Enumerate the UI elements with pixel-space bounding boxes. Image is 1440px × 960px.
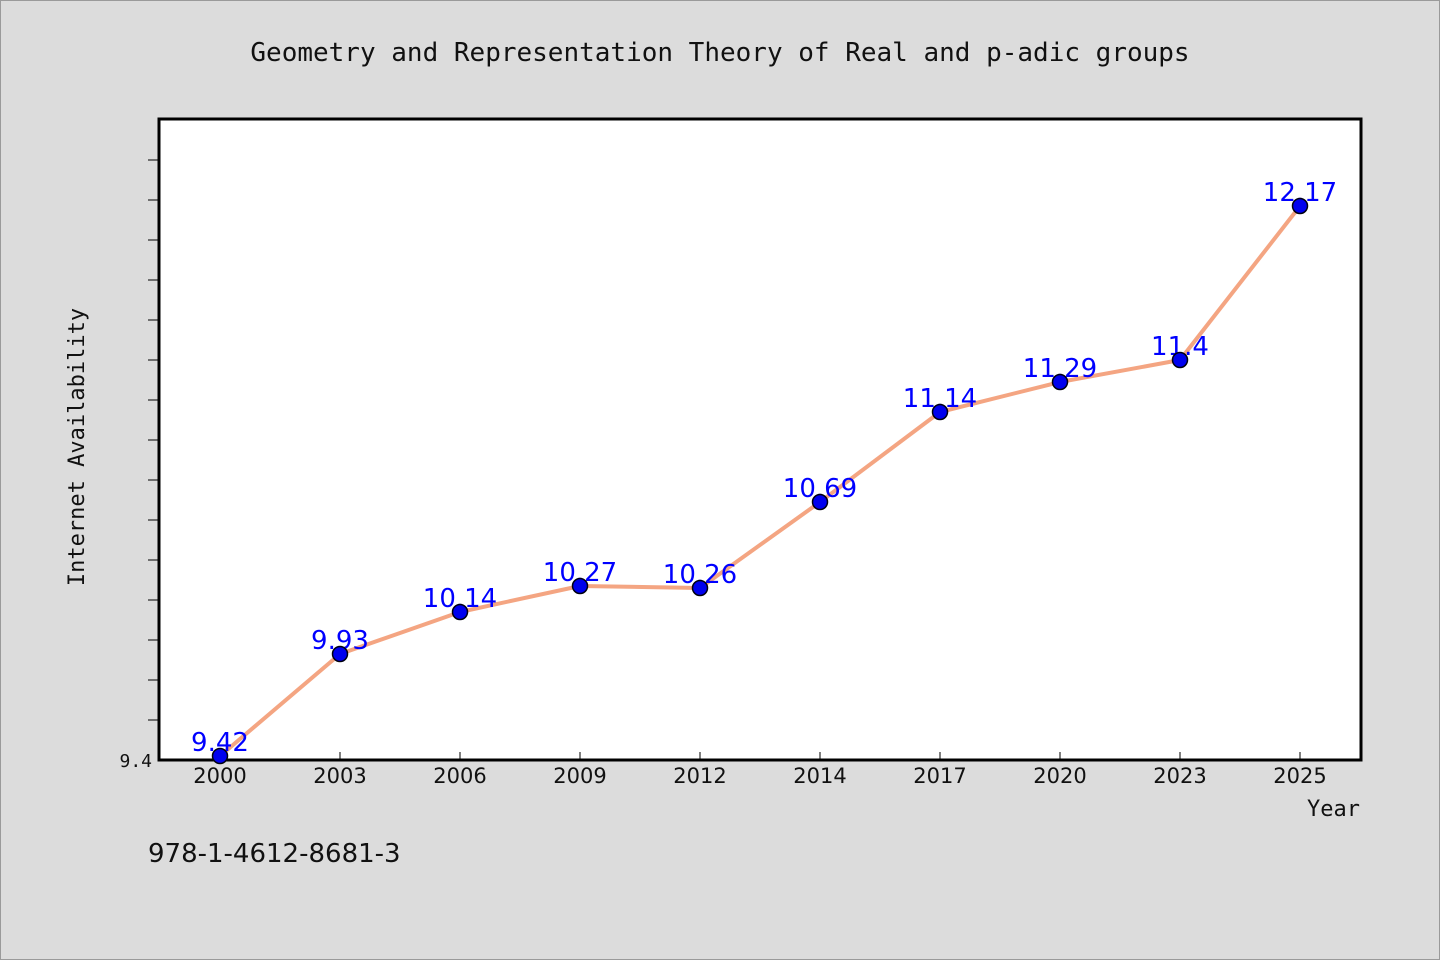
x-tick-label: 2000 bbox=[193, 764, 246, 788]
x-tick-label: 2006 bbox=[433, 764, 486, 788]
data-point bbox=[931, 403, 949, 421]
y-tick-label: 9.4 bbox=[119, 751, 152, 772]
isbn-text: 978-1-4612-8681-3 bbox=[148, 839, 401, 869]
data-point bbox=[1171, 351, 1189, 369]
x-tick-label: 2020 bbox=[1033, 764, 1086, 788]
y-axis-ticks: 9.4 bbox=[119, 159, 160, 772]
x-axis-label: Year bbox=[1307, 797, 1360, 822]
y-axis-label: Internet Availability bbox=[65, 308, 90, 586]
data-point bbox=[331, 645, 349, 663]
x-tick-label: 2017 bbox=[913, 764, 966, 788]
x-tick-label: 2014 bbox=[793, 764, 846, 788]
data-point bbox=[211, 747, 229, 765]
x-tick-label: 2025 bbox=[1273, 764, 1326, 788]
chart-title: Geometry and Representation Theory of Re… bbox=[250, 38, 1189, 68]
data-point bbox=[451, 603, 469, 621]
x-tick-label: 2012 bbox=[673, 764, 726, 788]
plot-area bbox=[157, 117, 1363, 762]
x-tick-label: 2009 bbox=[553, 764, 606, 788]
x-axis-ticks: 2000 2003 2006 2009 2012 2014 2017 2020 2023 2025 bbox=[193, 752, 1327, 788]
x-tick-label: 2003 bbox=[313, 764, 366, 788]
data-point bbox=[1051, 373, 1069, 391]
data-point bbox=[1291, 197, 1309, 215]
x-tick-label: 2023 bbox=[1153, 764, 1206, 788]
series-line bbox=[218, 204, 1302, 758]
data-point bbox=[691, 579, 709, 597]
data-point bbox=[571, 577, 589, 595]
data-point bbox=[811, 493, 829, 511]
